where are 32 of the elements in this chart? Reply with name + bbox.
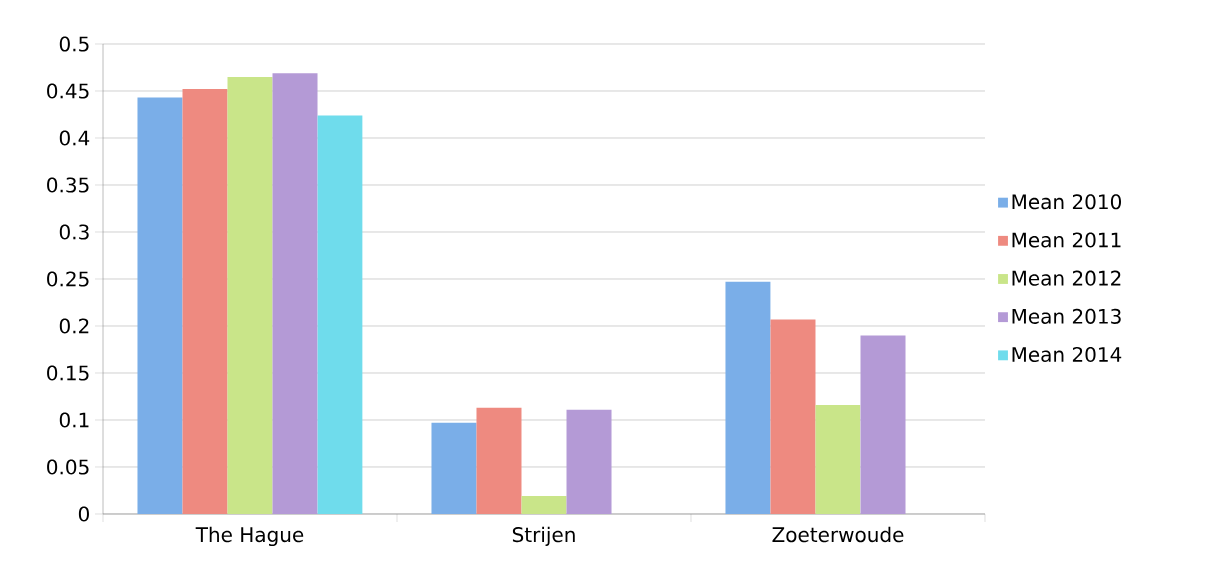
bar xyxy=(182,89,228,514)
bar xyxy=(476,407,522,514)
y-tick-label: 0.25 xyxy=(47,271,89,287)
bar xyxy=(227,76,273,514)
bar xyxy=(137,97,183,514)
legend-label: Mean 2014 xyxy=(1012,346,1122,363)
bar xyxy=(272,73,318,514)
x-tick-label: Strijen xyxy=(512,526,575,547)
bar xyxy=(317,115,363,514)
y-tick-label: 0.45 xyxy=(47,83,89,99)
legend-label: Mean 2012 xyxy=(1012,270,1121,286)
bar xyxy=(815,404,861,514)
y-tick-label: 0.2 xyxy=(59,318,89,334)
y-tick-label: 0.05 xyxy=(47,459,89,475)
bar xyxy=(860,335,906,514)
legend-label: Mean 2011 xyxy=(1012,232,1121,248)
y-tick-label: 0 xyxy=(78,506,89,522)
x-tick-label: Zoeterwoude xyxy=(772,526,904,543)
legend-label: Mean 2010 xyxy=(1012,194,1121,210)
y-tick-label: 0.4 xyxy=(59,130,90,146)
y-tick-label: 0.5 xyxy=(59,36,89,52)
y-tick-label: 0.3 xyxy=(59,224,89,240)
y-tick-label: 0.1 xyxy=(59,412,89,428)
bar xyxy=(566,409,612,514)
bar xyxy=(431,422,477,514)
legend-label: Mean 2013 xyxy=(1012,308,1121,324)
y-tick-label: 0.15 xyxy=(47,365,89,381)
bar xyxy=(521,496,567,514)
bar xyxy=(770,319,816,514)
bar xyxy=(725,281,771,514)
x-tick-label: The Hague xyxy=(195,526,304,547)
y-tick-label: 0.35 xyxy=(47,177,89,193)
